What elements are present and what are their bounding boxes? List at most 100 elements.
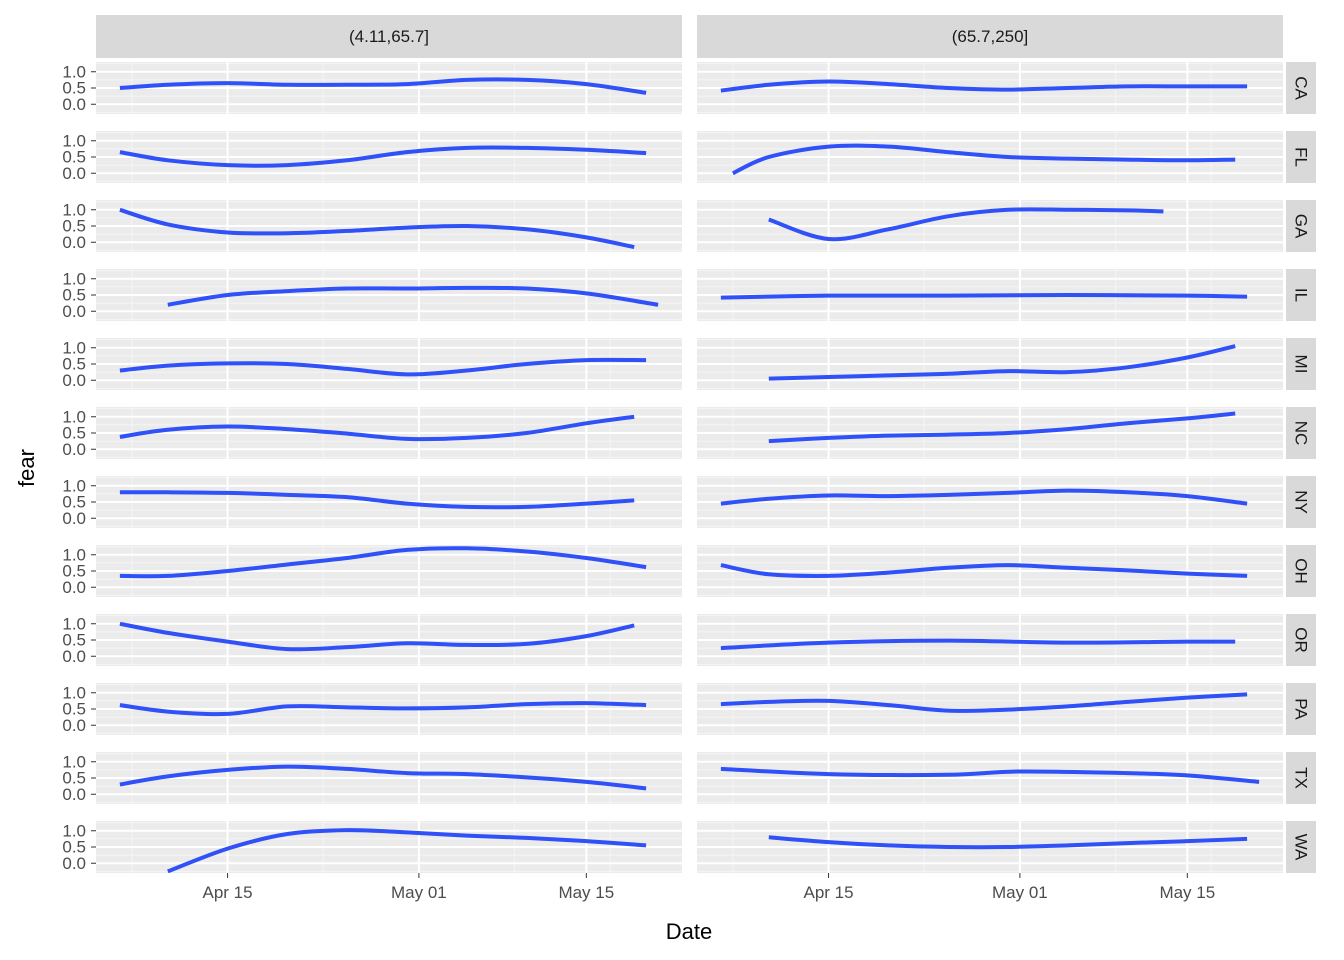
y-tick-label: 0.0 bbox=[62, 302, 86, 321]
series-line-ga-low bbox=[119, 207, 635, 250]
row-strip bbox=[1286, 338, 1316, 390]
y-tick-label: 0.0 bbox=[62, 371, 86, 390]
y-tick-label: 0.5 bbox=[62, 838, 86, 857]
y-axis-title: fear bbox=[14, 449, 39, 487]
y-tick-label: 1.0 bbox=[62, 545, 86, 564]
y-tick-label: 1.0 bbox=[62, 476, 86, 495]
panels-layer bbox=[96, 62, 1283, 873]
column-strip bbox=[697, 15, 1283, 58]
y-tick-label: 1.0 bbox=[62, 683, 86, 702]
series-line-il-low bbox=[167, 285, 659, 307]
row-strip-label: TX bbox=[1292, 767, 1311, 789]
y-tick-label: 1.0 bbox=[62, 338, 86, 357]
series-line-ca-high bbox=[720, 79, 1248, 93]
x-tick-label: May 15 bbox=[558, 883, 614, 902]
row-strip bbox=[1286, 407, 1316, 459]
y-tick-label: 0.0 bbox=[62, 647, 86, 666]
row-strip-label: NC bbox=[1292, 421, 1311, 446]
series-line-or-high bbox=[720, 638, 1236, 651]
series-line-oh-high bbox=[720, 563, 1248, 578]
y-tick-label: 0.5 bbox=[62, 700, 86, 719]
y-tick-label: 0.0 bbox=[62, 440, 86, 459]
row-strip bbox=[1286, 131, 1316, 183]
y-tick-label: 0.0 bbox=[62, 785, 86, 804]
y-tick-label: 1.0 bbox=[62, 131, 86, 150]
series-line-fl-high bbox=[732, 143, 1236, 176]
column-strip-label: (65.7,250] bbox=[952, 27, 1029, 46]
y-tick-label: 0.5 bbox=[62, 148, 86, 167]
row-strip bbox=[1286, 752, 1316, 804]
series-line-or-low bbox=[119, 621, 635, 652]
series-line-ny-low bbox=[119, 490, 635, 510]
x-tick-label: Apr 15 bbox=[804, 883, 854, 902]
y-tick-label: 1.0 bbox=[62, 62, 86, 81]
row-strip-label: OR bbox=[1292, 627, 1311, 653]
y-tick-label: 0.5 bbox=[62, 355, 86, 374]
y-tick-label: 1.0 bbox=[62, 269, 86, 288]
series-line-mi-low bbox=[119, 357, 647, 377]
series-line-nc-high bbox=[768, 411, 1236, 444]
series-line-wa-high bbox=[768, 835, 1248, 850]
row-strip-label: WA bbox=[1292, 834, 1311, 861]
row-strip-label: PA bbox=[1292, 698, 1311, 720]
x-tick-label: Apr 15 bbox=[203, 883, 253, 902]
y-tick-label: 0.5 bbox=[62, 79, 86, 98]
y-tick-label: 1.0 bbox=[62, 752, 86, 771]
y-tick-label: 0.0 bbox=[62, 578, 86, 597]
series-line-tx-low bbox=[119, 764, 647, 791]
row-strip-label: FL bbox=[1292, 147, 1311, 167]
series-line-ga-high bbox=[768, 207, 1164, 242]
x-tick-label: May 01 bbox=[391, 883, 447, 902]
row-strip bbox=[1286, 476, 1316, 528]
y-tick-label: 0.5 bbox=[62, 217, 86, 236]
series-line-ca-low bbox=[119, 77, 647, 95]
series-line-wa-low bbox=[167, 828, 647, 873]
row-strip bbox=[1286, 821, 1316, 873]
series-line-tx-high bbox=[720, 766, 1260, 784]
row-strip bbox=[1286, 62, 1316, 114]
y-tick-label: 0.5 bbox=[62, 493, 86, 512]
series-line-nc-low bbox=[119, 414, 635, 442]
x-tick-label: May 15 bbox=[1159, 883, 1215, 902]
series-line-fl-low bbox=[119, 145, 647, 168]
row-strip-label: MI bbox=[1292, 355, 1311, 374]
y-tick-label: 0.0 bbox=[62, 716, 86, 735]
y-tick-label: 0.0 bbox=[62, 95, 86, 114]
y-tick-label: 0.0 bbox=[62, 509, 86, 528]
row-strip-label: CA bbox=[1292, 76, 1311, 100]
row-strip-label: OH bbox=[1292, 558, 1311, 584]
x-tick-label: May 01 bbox=[992, 883, 1048, 902]
y-tick-label: 0.0 bbox=[62, 233, 86, 252]
x-axis-title: Date bbox=[666, 919, 712, 944]
column-strip-label: (4.11,65.7] bbox=[349, 27, 429, 46]
y-tick-label: 0.5 bbox=[62, 286, 86, 305]
row-strip bbox=[1286, 200, 1316, 252]
y-tick-label: 0.5 bbox=[62, 562, 86, 581]
strips-layer: CA FL GA IL MI NC NY OH OR PA TX WA (4.11,65.7] (65.7… bbox=[96, 15, 1316, 873]
series-line-mi-high bbox=[768, 344, 1236, 381]
y-tick-label: 0.5 bbox=[62, 631, 86, 650]
y-tick-label: 1.0 bbox=[62, 614, 86, 633]
series-line-ny-high bbox=[720, 488, 1248, 506]
row-strip-label: IL bbox=[1292, 288, 1311, 302]
y-tick-label: 0.0 bbox=[62, 164, 86, 183]
row-strip bbox=[1286, 269, 1316, 321]
row-strip-label: GA bbox=[1292, 214, 1311, 239]
y-tick-label: 1.0 bbox=[62, 200, 86, 219]
y-tick-label: 0.0 bbox=[62, 854, 86, 873]
axes-layer: 0.00.51.00.00.51.00.00.51.00.00.51.00.00… bbox=[62, 62, 1215, 902]
y-tick-label: 0.5 bbox=[62, 769, 86, 788]
y-tick-label: 1.0 bbox=[62, 821, 86, 840]
y-tick-label: 1.0 bbox=[62, 407, 86, 426]
series-line-oh-low bbox=[119, 546, 647, 579]
column-strip bbox=[96, 15, 682, 58]
series-line-pa-low bbox=[119, 701, 647, 717]
row-strip bbox=[1286, 545, 1316, 597]
series-line-il-high bbox=[720, 292, 1248, 300]
row-strip-label: NY bbox=[1292, 490, 1311, 514]
y-tick-label: 0.5 bbox=[62, 424, 86, 443]
series-line-pa-high bbox=[720, 692, 1248, 713]
row-strip bbox=[1286, 614, 1316, 666]
row-strip bbox=[1286, 683, 1316, 735]
